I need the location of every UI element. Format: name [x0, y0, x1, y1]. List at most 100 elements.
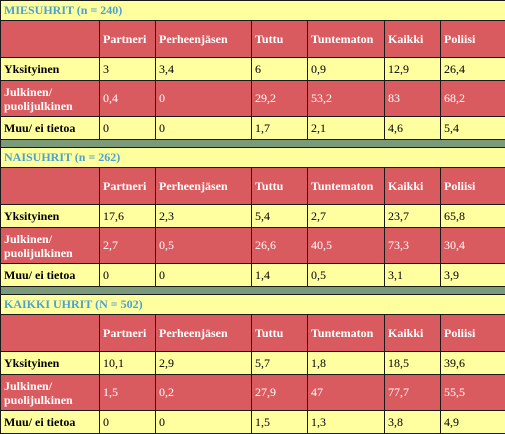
table-cell: 4,9 — [441, 411, 505, 434]
table-cell: 23,7 — [385, 205, 441, 228]
row-label: Muu/ ei tietoa — [1, 411, 100, 434]
row-label: Muu/ ei tietoa — [1, 264, 100, 287]
table-cell: 5,7 — [252, 352, 308, 375]
table-cell: 0 — [100, 411, 156, 434]
table-cell: 47 — [308, 375, 385, 411]
header-corner-cell — [1, 315, 100, 352]
table-cell: 39,6 — [441, 352, 505, 375]
table-cell: 29,2 — [252, 81, 308, 117]
table-cell: 26,6 — [252, 228, 308, 264]
column-header: Tuntematon — [308, 21, 385, 58]
table-cell: 5,4 — [441, 117, 505, 140]
section-title: KAIKKI UHRIT (N = 502) — [1, 295, 505, 315]
column-header: Tuttu — [252, 315, 308, 352]
section-title-row: MIESUHRIT (n = 240) — [1, 1, 505, 21]
column-header: Poliisi — [441, 315, 505, 352]
table-cell: 68,2 — [441, 81, 505, 117]
section-title-row: KAIKKI UHRIT (N = 502) — [1, 295, 505, 315]
table-cell: 3,8 — [385, 411, 441, 434]
table-cell: 1,5 — [100, 375, 156, 411]
table-cell: 0,2 — [156, 375, 252, 411]
table-cell: 3,9 — [441, 264, 505, 287]
table-cell: 2,7 — [100, 228, 156, 264]
separator-cell — [1, 140, 505, 148]
table-cell: 0 — [156, 117, 252, 140]
column-header: Poliisi — [441, 21, 505, 58]
column-header: Poliisi — [441, 168, 505, 205]
table-cell: 26,4 — [441, 58, 505, 81]
row-label: Yksityinen — [1, 352, 100, 375]
row-label: Yksityinen — [1, 205, 100, 228]
table-cell: 0 — [156, 81, 252, 117]
table-cell: 5,4 — [252, 205, 308, 228]
header-corner-cell — [1, 21, 100, 58]
table-cell: 18,5 — [385, 352, 441, 375]
table-cell: 0,4 — [100, 81, 156, 117]
table-cell: 17,6 — [100, 205, 156, 228]
column-header: Partneri — [100, 168, 156, 205]
column-header: Kaikki — [385, 21, 441, 58]
section-separator — [1, 140, 505, 148]
table-cell: 6 — [252, 58, 308, 81]
table-cell: 0 — [156, 264, 252, 287]
table-cell: 0 — [156, 411, 252, 434]
row-label: Yksityinen — [1, 58, 100, 81]
table-cell: 73,3 — [385, 228, 441, 264]
table-cell: 1,5 — [252, 411, 308, 434]
section-title: MIESUHRIT (n = 240) — [1, 1, 505, 21]
column-header: Tuntematon — [308, 315, 385, 352]
column-header: Tuntematon — [308, 168, 385, 205]
table-cell: 2,7 — [308, 205, 385, 228]
table-cell: 0,5 — [308, 264, 385, 287]
table-cell: 53,2 — [308, 81, 385, 117]
table-cell: 0 — [100, 264, 156, 287]
row-label: Muu/ ei tietoa — [1, 117, 100, 140]
table-cell: 3,1 — [385, 264, 441, 287]
table-cell: 2,3 — [156, 205, 252, 228]
table-cell: 83 — [385, 81, 441, 117]
table-cell: 0,9 — [308, 58, 385, 81]
table-cell: 0,5 — [156, 228, 252, 264]
row-label: Julkinen/ puolijulkinen — [1, 375, 100, 411]
table-cell: 27,9 — [252, 375, 308, 411]
table-cell: 55,5 — [441, 375, 505, 411]
section-separator — [1, 287, 505, 295]
table-cell: 1,8 — [308, 352, 385, 375]
header-corner-cell — [1, 168, 100, 205]
section-title-row: NAISUHRIT (n = 262) — [1, 148, 505, 168]
table-cell: 1,3 — [308, 411, 385, 434]
table-cell: 40,5 — [308, 228, 385, 264]
separator-cell — [1, 287, 505, 295]
column-header: Kaikki — [385, 315, 441, 352]
table-cell: 0 — [100, 117, 156, 140]
table-cell: 12,9 — [385, 58, 441, 81]
table-cell: 3,4 — [156, 58, 252, 81]
table-cell: 65,8 — [441, 205, 505, 228]
table-cell: 3 — [100, 58, 156, 81]
column-header: Perheenjäsen — [156, 168, 252, 205]
table-cell: 4,6 — [385, 117, 441, 140]
table-cell: 30,4 — [441, 228, 505, 264]
table-cell: 1,7 — [252, 117, 308, 140]
column-header: Tuttu — [252, 21, 308, 58]
column-header: Perheenjäsen — [156, 315, 252, 352]
column-header: Kaikki — [385, 168, 441, 205]
column-header: Tuttu — [252, 168, 308, 205]
column-header: Partneri — [100, 21, 156, 58]
section-title: NAISUHRIT (n = 262) — [1, 148, 505, 168]
table-cell: 10,1 — [100, 352, 156, 375]
table-cell: 2,1 — [308, 117, 385, 140]
